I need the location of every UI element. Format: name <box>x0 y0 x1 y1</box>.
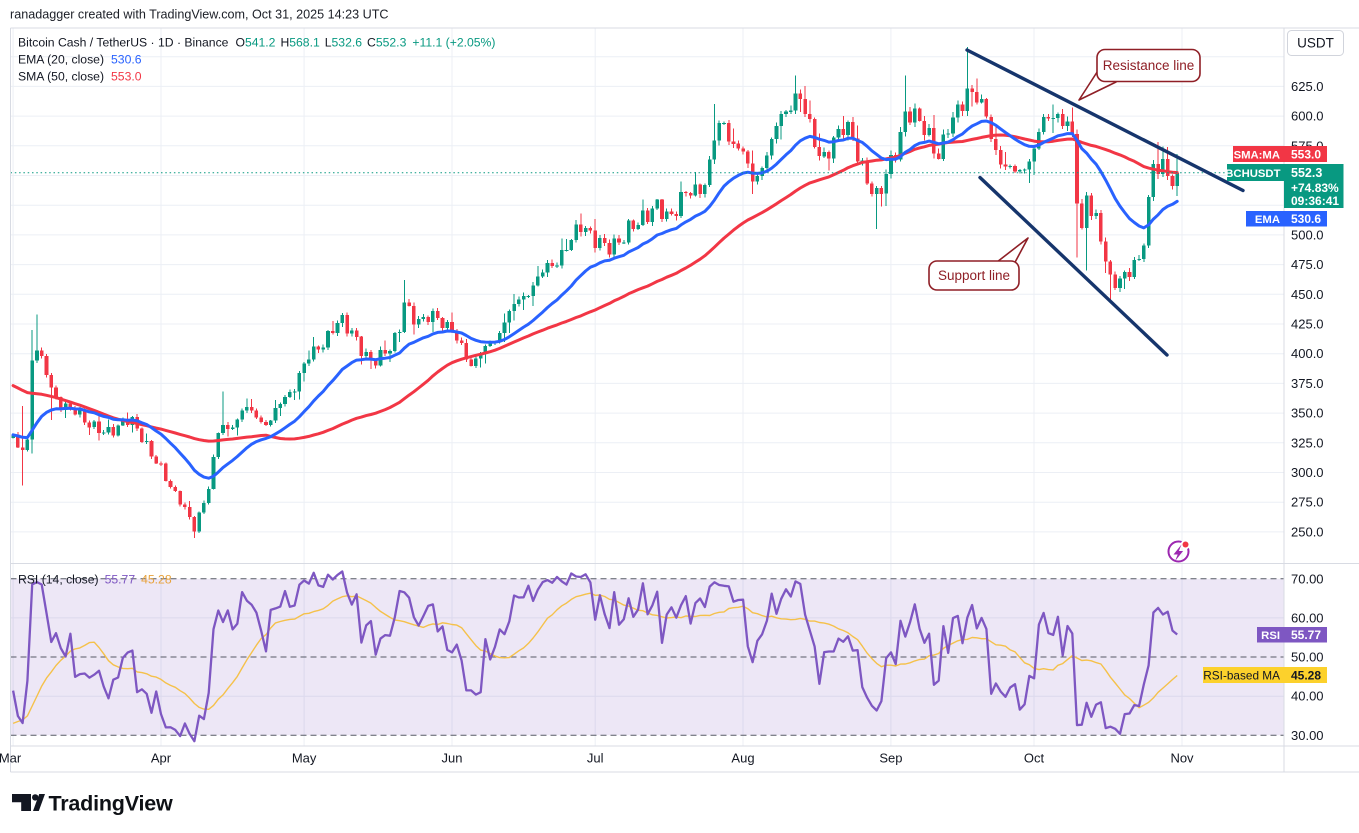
svg-text:400.0: 400.0 <box>1291 346 1324 361</box>
svg-text:70.00: 70.00 <box>1291 571 1324 586</box>
svg-text:Mar: Mar <box>0 751 22 766</box>
svg-text:Oct: Oct <box>1024 751 1045 766</box>
svg-text:May: May <box>292 751 317 766</box>
svg-text:Bitcoin Cash / TetherUS · 1D ·: Bitcoin Cash / TetherUS · 1D · Binance O5… <box>18 36 495 50</box>
svg-text:475.0: 475.0 <box>1291 257 1324 272</box>
svg-text:55.77: 55.77 <box>1291 628 1321 642</box>
svg-text:600.0: 600.0 <box>1291 109 1324 124</box>
svg-text:45.28: 45.28 <box>1291 669 1321 683</box>
svg-text:50.00: 50.00 <box>1291 650 1324 665</box>
svg-text:552.3: 552.3 <box>1291 166 1322 180</box>
svg-text:425.0: 425.0 <box>1291 317 1324 332</box>
svg-text:Jul: Jul <box>587 751 604 766</box>
svg-text:530.6: 530.6 <box>1291 212 1321 226</box>
svg-text:Aug: Aug <box>731 751 754 766</box>
svg-text:Sep: Sep <box>879 751 902 766</box>
svg-text:09:36:41: 09:36:41 <box>1291 194 1339 208</box>
svg-text:Jun: Jun <box>442 751 463 766</box>
svg-text:250.0: 250.0 <box>1291 524 1324 539</box>
svg-text:60.00: 60.00 <box>1291 610 1324 625</box>
svg-text:BCHUSDT: BCHUSDT <box>1225 168 1280 180</box>
svg-text:500.0: 500.0 <box>1291 227 1324 242</box>
svg-text:SMA:MA: SMA:MA <box>1234 150 1280 162</box>
svg-text:40.00: 40.00 <box>1291 689 1324 704</box>
svg-text:RSI-based MA: RSI-based MA <box>1203 669 1280 683</box>
svg-text:Apr: Apr <box>151 751 172 766</box>
svg-text:625.0: 625.0 <box>1291 79 1324 94</box>
svg-text:553.0: 553.0 <box>1291 148 1321 162</box>
svg-text:Resistance line: Resistance line <box>1103 58 1195 73</box>
svg-text:EMA (20, close)530.6: EMA (20, close) 530.6 <box>18 53 142 67</box>
svg-text:Support line: Support line <box>938 268 1010 283</box>
svg-text:375.0: 375.0 <box>1291 376 1324 391</box>
svg-text:30.00: 30.00 <box>1291 728 1324 743</box>
svg-text:EMA: EMA <box>1255 214 1280 226</box>
svg-text:TradingView: TradingView <box>49 792 174 816</box>
svg-text:300.0: 300.0 <box>1291 465 1324 480</box>
svg-text:450.0: 450.0 <box>1291 287 1324 302</box>
svg-text:350.0: 350.0 <box>1291 406 1324 421</box>
svg-text:ranadagger created with Tradin: ranadagger created with TradingView.com,… <box>10 8 389 22</box>
svg-text:275.0: 275.0 <box>1291 495 1324 510</box>
svg-text:+74.83%: +74.83% <box>1291 181 1339 195</box>
svg-text:Nov: Nov <box>1170 751 1194 766</box>
svg-text:SMA (50, close)553.0: SMA (50, close) 553.0 <box>18 70 142 84</box>
svg-text:RSI: RSI <box>1261 630 1280 642</box>
svg-text:325.0: 325.0 <box>1291 435 1324 450</box>
svg-text:USDT: USDT <box>1297 36 1334 51</box>
